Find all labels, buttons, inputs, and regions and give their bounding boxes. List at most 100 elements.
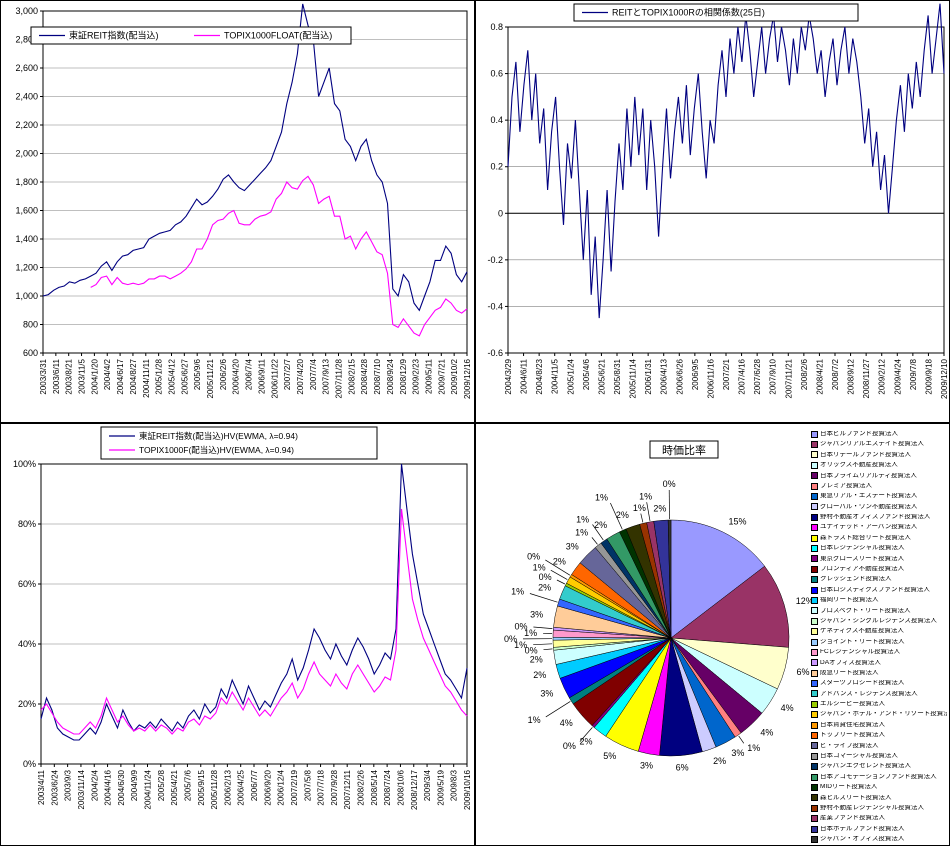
panel-market-cap-pie: 時価比率 15% 12% 6% 4% 4% 1% 3% 2% 6% 3% 5% 2% 0% 4% 1% 3% 2%… bbox=[475, 423, 950, 846]
pie-legend-swatch bbox=[811, 555, 818, 563]
x-axis-label: 2004/11/5 bbox=[551, 358, 560, 394]
legend-label: 東証REIT指数(配当込)HV(EWMA, λ=0.94) bbox=[139, 431, 298, 441]
pie-legend-swatch bbox=[811, 659, 818, 667]
y-axis-label: -0.6 bbox=[487, 348, 503, 358]
x-axis-label: 2005/1/24 bbox=[566, 358, 575, 394]
pie-leader-line bbox=[550, 569, 568, 580]
pie-legend-swatch bbox=[811, 628, 818, 636]
pie-legend-item: ジャパン・ホテル・アンド・リゾート投資法人 bbox=[811, 710, 947, 720]
pie-legend-item: クレッシェンド投資法人 bbox=[811, 574, 947, 584]
pie-legend-item: ジャパンリアルエステイト投資法人 bbox=[811, 439, 947, 449]
y-axis-label: 2,800 bbox=[15, 35, 38, 45]
pie-percent-label: 12% bbox=[796, 596, 814, 606]
y-axis-label: -0.4 bbox=[487, 301, 503, 311]
pie-title-box bbox=[649, 440, 719, 459]
y-axis-label: 1,200 bbox=[15, 263, 38, 273]
x-axis-label: 2007/2/19 bbox=[290, 769, 299, 805]
panel-volatility-chart: 0% 20% 40% 60% 80% 100% 2003/4/11 2003/6/24 2003… bbox=[0, 423, 475, 846]
x-axis-label: 2006/11/16 bbox=[706, 358, 715, 398]
y-axis-label: 100% bbox=[13, 459, 36, 469]
pie-percent-label: 1% bbox=[528, 715, 541, 725]
y-axis-label: 2,600 bbox=[15, 63, 38, 73]
pie-legend-label: クレッシェンド投資法人 bbox=[820, 576, 892, 583]
pie-legend-item: ジャパン・オフィス投資法人 bbox=[811, 834, 947, 844]
pie-leader-line bbox=[592, 524, 604, 541]
x-axis-label: 2009/10/16 bbox=[463, 769, 472, 810]
pie-legend-swatch bbox=[811, 835, 818, 843]
pie-legend-item: スターツプロシード投資法人 bbox=[811, 678, 947, 688]
pie-legend-item: 阪急リート投資法人 bbox=[811, 668, 947, 678]
pie-legend-item: ジョイント・リート投資法人 bbox=[811, 637, 947, 647]
x-axis-label: 2005/2/8 bbox=[157, 769, 166, 801]
y-axis-label: 1,400 bbox=[15, 234, 38, 244]
y-axis-label: 1,800 bbox=[15, 177, 38, 187]
pie-percent-label: 0% bbox=[525, 645, 538, 655]
x-axis-label: 2007/6/28 bbox=[753, 358, 762, 394]
pie-legend-label: MIDリート投資法人 bbox=[820, 784, 878, 791]
x-axis-label: 2004/11/24 bbox=[144, 769, 153, 809]
pie-legend-swatch bbox=[811, 638, 818, 646]
pie-leader-line bbox=[533, 643, 553, 646]
pie-legend-label: 野村不動産レジデンシャル投資法人 bbox=[820, 805, 924, 811]
pie-legend-item: エルシーピー投資法人 bbox=[811, 699, 947, 709]
x-axis-label: 2009/5/19 bbox=[436, 769, 445, 805]
pie-legend-item: ジャパン・シングルレジデンス投資法人 bbox=[811, 616, 947, 626]
pie-leader-line bbox=[738, 735, 745, 744]
pie-legend-item: 日本コマーシャル投資法人 bbox=[811, 751, 947, 761]
pie-legend-item: 東急リアル・エステート投資法人 bbox=[811, 491, 947, 501]
x-axis-label: 2006/4/20 bbox=[232, 358, 241, 394]
pie-percent-label: 2% bbox=[713, 756, 726, 766]
y-axis-label: 3,000 bbox=[15, 6, 38, 16]
pie-legend-item: FCレジデンシャル投資法人 bbox=[811, 647, 947, 657]
pie-legend-swatch bbox=[811, 815, 818, 823]
x-axis-label: 2007/7/4 bbox=[309, 358, 318, 390]
pie-legend-item: プロスペクト・リート投資法人 bbox=[811, 606, 947, 616]
pie-legend-label: ジャパン・ホテル・アンド・リゾート投資法人 bbox=[820, 711, 947, 718]
pie-legend-label: ユナイテッド・アーバン投資法人 bbox=[820, 524, 918, 531]
pie-legend-swatch bbox=[811, 524, 818, 532]
pie-legend-label: アドバンス・レジデンス投資法人 bbox=[820, 690, 918, 697]
x-axis-label: 2006/11/22 bbox=[270, 358, 279, 398]
market-cap-pie-chart: 時価比率15%12%6%4%4%1%3%2%6%3%5%2%0%4%1%3%2%… bbox=[504, 440, 814, 773]
x-axis-label: 2009/2/12 bbox=[878, 358, 887, 394]
pie-legend-swatch bbox=[811, 461, 818, 469]
pie-legend-swatch bbox=[811, 690, 818, 698]
y-axis-label: 1,000 bbox=[15, 291, 38, 301]
pie-legend-swatch bbox=[811, 711, 818, 719]
pie-legend-item: ケネディクス不動産投資法人 bbox=[811, 626, 947, 636]
pie-legend-swatch bbox=[811, 596, 818, 604]
pie-legend-label: フロンティア不動産投資法人 bbox=[820, 566, 905, 573]
x-axis-label: 2007/5/8 bbox=[303, 769, 312, 801]
pie-percent-label: 1% bbox=[524, 628, 537, 638]
x-axis-label: 2007/9/13 bbox=[322, 358, 331, 394]
x-axis-label: 2007/4/20 bbox=[296, 358, 305, 394]
pie-slice bbox=[670, 565, 790, 648]
pie-percent-label: 3% bbox=[540, 688, 553, 698]
pie-slice bbox=[667, 519, 672, 639]
pie-legend-label: 日本ホテルファンド投資法人 bbox=[820, 825, 905, 832]
pie-legend-item: アドバンス・レジデンス投資法人 bbox=[811, 689, 947, 699]
pie-legend-label: 日本ビルファンド投資法人 bbox=[820, 430, 898, 437]
x-axis-label: 2009/5/11 bbox=[424, 358, 433, 394]
x-axis-label: 2005/9/6 bbox=[193, 358, 202, 390]
x-axis-label: 2004/8/23 bbox=[535, 358, 544, 394]
pie-leader-line bbox=[591, 537, 598, 545]
x-axis-label: 2008/4/21 bbox=[815, 358, 824, 394]
pie-legend-swatch bbox=[811, 825, 818, 833]
pie-legend-item: 産業ファンド投資法人 bbox=[811, 813, 947, 823]
pie-legend-item: 野村不動産オフィスファンド投資法人 bbox=[811, 512, 947, 522]
pie-leader-line bbox=[640, 513, 644, 523]
y-axis-label: 60% bbox=[18, 579, 36, 589]
pie-legend-label: プレミア投資法人 bbox=[820, 482, 872, 489]
pie-percent-label: 6% bbox=[797, 667, 810, 677]
pie-legend-item: プレミア投資法人 bbox=[811, 481, 947, 491]
y-axis-label: 0.6 bbox=[490, 69, 503, 79]
x-axis-label: 2006/9/20 bbox=[263, 769, 272, 805]
pie-legend-swatch bbox=[811, 576, 818, 584]
x-axis-label: 2009/4/24 bbox=[893, 358, 902, 394]
pie-percent-label: 2% bbox=[530, 654, 543, 664]
pie-legend-label: オリックス不動産投資法人 bbox=[820, 462, 898, 469]
pie-legend-label: 森トラスト総合リート投資法人 bbox=[820, 534, 911, 541]
x-axis-label: 2006/6/26 bbox=[675, 358, 684, 394]
x-axis-label: 2005/6/27 bbox=[180, 358, 189, 394]
